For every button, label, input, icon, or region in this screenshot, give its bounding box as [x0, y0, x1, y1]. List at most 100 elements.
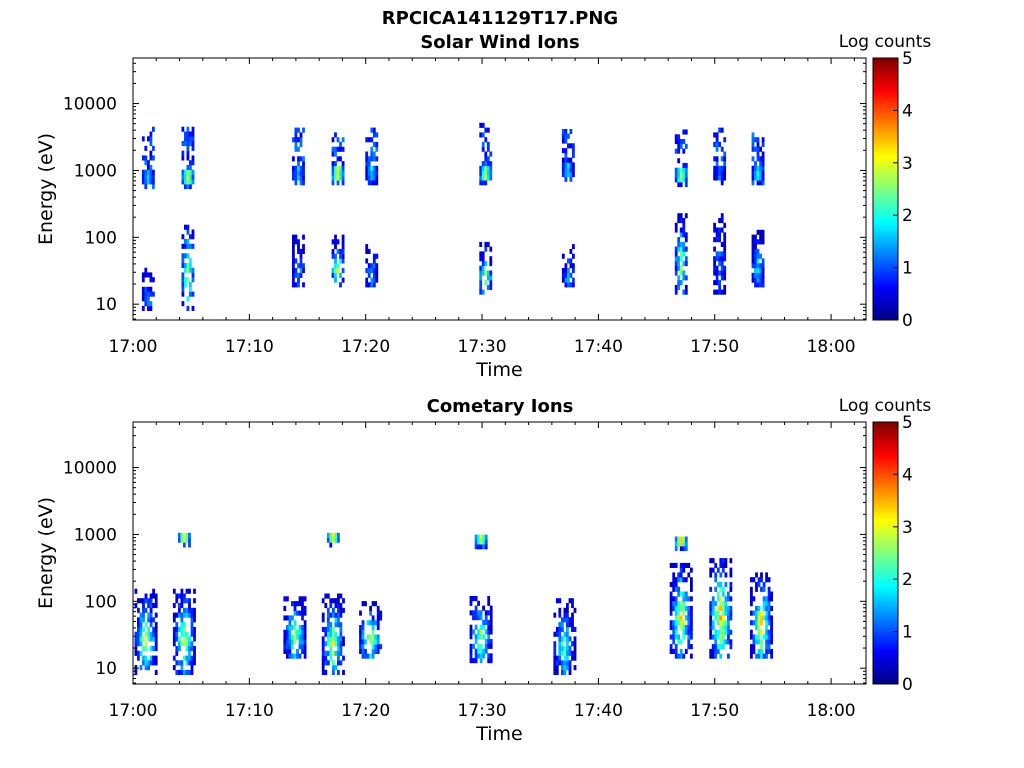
- spectrogram-cell: [484, 180, 488, 186]
- spectrogram-cell: [301, 596, 304, 602]
- spectrogram-cell: [365, 170, 369, 176]
- spectrogram-cell: [336, 180, 340, 186]
- spectrogram-cell: [172, 641, 176, 647]
- spectrogram-cell: [331, 272, 335, 278]
- spectrogram-cell: [183, 622, 186, 628]
- spectrogram-cell: [184, 253, 187, 259]
- spectrogram-cell: [332, 612, 335, 618]
- spectrogram-cell: [303, 605, 307, 611]
- spectrogram-cell: [558, 631, 562, 637]
- spectrogram-cell: [567, 172, 570, 178]
- spectrogram-cell: [147, 301, 150, 307]
- spectrogram-cell: [297, 146, 300, 152]
- spectrogram-cell: [759, 263, 762, 269]
- spectrogram-cell: [184, 224, 187, 230]
- colorbar-step: [873, 598, 898, 602]
- spectrogram-cell: [751, 272, 755, 278]
- colorbar-step: [873, 289, 898, 293]
- spectrogram-cell: [144, 607, 148, 613]
- spectrogram-cell: [682, 577, 686, 583]
- spectrogram-cell: [191, 174, 195, 180]
- spectrogram-cell: [326, 593, 330, 599]
- spectrogram-cell: [669, 610, 673, 616]
- spectrogram-cell: [303, 610, 307, 616]
- spectrogram-cell: [486, 270, 490, 276]
- colorbar-step: [873, 585, 898, 589]
- spectrogram-cell: [337, 622, 340, 628]
- colorbar-label: Log counts: [839, 396, 932, 416]
- burst-2: [172, 532, 196, 675]
- spectrogram-cell: [760, 648, 763, 654]
- spectrogram-cell: [677, 615, 681, 621]
- spectrogram-cell: [479, 648, 483, 654]
- spectrogram-cell: [759, 253, 762, 259]
- spectrogram-cell: [484, 270, 488, 276]
- spectrogram-cell: [677, 265, 681, 271]
- spectrogram-cells: [141, 122, 765, 311]
- spectrogram-cell: [486, 170, 490, 176]
- spectrogram-cell: [301, 634, 304, 640]
- spectrogram-cell: [724, 639, 728, 645]
- colorbar-step: [873, 86, 898, 89]
- spectrogram-cell: [568, 669, 572, 675]
- colorbar-step: [873, 511, 898, 515]
- spectrogram-cell: [721, 605, 725, 611]
- spectrogram-cell: [296, 634, 299, 640]
- spectrogram-cell: [185, 655, 189, 661]
- spectrogram-cell: [474, 639, 478, 645]
- spectrogram-cell: [767, 648, 771, 654]
- spectrogram-cell: [374, 634, 377, 640]
- colorbar-tick-label: 4: [902, 101, 913, 121]
- spectrogram-cell: [484, 127, 488, 133]
- colorbar-step: [873, 175, 898, 179]
- spectrogram-cell: [147, 603, 150, 609]
- spectrogram-cell: [367, 175, 371, 181]
- spectrogram-cell: [723, 170, 727, 176]
- spectrogram-cell: [765, 634, 768, 640]
- spectrogram-cell: [193, 660, 196, 666]
- colorbar-step: [873, 210, 898, 214]
- spectrogram-cell: [718, 261, 721, 267]
- spectrogram-cell: [341, 248, 345, 254]
- spectrogram-cell: [690, 634, 693, 640]
- spectrogram-cell: [321, 641, 325, 647]
- spectrogram-cell: [484, 610, 488, 616]
- spectrogram-cell: [185, 612, 189, 618]
- spectrogram-cell: [564, 133, 568, 139]
- spectrogram-cell: [329, 626, 333, 632]
- colorbar-step: [873, 180, 898, 183]
- spectrogram-cell: [469, 629, 473, 635]
- spectrogram-cell: [765, 620, 768, 626]
- spectrogram-cell: [152, 631, 155, 637]
- spectrogram-cell: [141, 296, 145, 302]
- spectrogram-cell: [149, 646, 153, 652]
- burst-10: [751, 132, 765, 288]
- spectrogram-cell: [672, 639, 676, 645]
- colorbar-step: [873, 79, 898, 83]
- spectrogram-cell: [682, 232, 686, 238]
- spectrogram-cell: [326, 660, 330, 666]
- spectrogram-cell: [336, 170, 340, 176]
- colorbar-step: [873, 169, 898, 172]
- spectrogram-cell: [761, 239, 765, 245]
- spectrogram-cell: [684, 261, 688, 267]
- spectrogram-cell: [139, 598, 143, 604]
- spectrogram-cell: [721, 601, 725, 607]
- spectrogram-cell: [679, 251, 683, 257]
- spectrogram-cell: [321, 617, 325, 623]
- spectrogram-cell: [709, 610, 713, 616]
- spectrogram-cell: [487, 634, 491, 640]
- spectrogram-cell: [479, 615, 483, 621]
- spectrogram-cell: [186, 179, 190, 185]
- spectrogram-cell: [755, 586, 758, 592]
- spectrogram-cell: [190, 655, 194, 661]
- spectrogram-cell: [293, 625, 297, 631]
- colorbar-step: [873, 439, 898, 443]
- spectrogram-cell: [674, 256, 678, 262]
- spectrogram-cell: [674, 541, 678, 547]
- spectrogram-cell: [682, 610, 686, 616]
- spectrogram-cell: [489, 175, 493, 181]
- spectrogram-cell: [296, 601, 299, 607]
- spectrogram-cell: [474, 534, 478, 540]
- spectrogram-cell: [370, 151, 374, 157]
